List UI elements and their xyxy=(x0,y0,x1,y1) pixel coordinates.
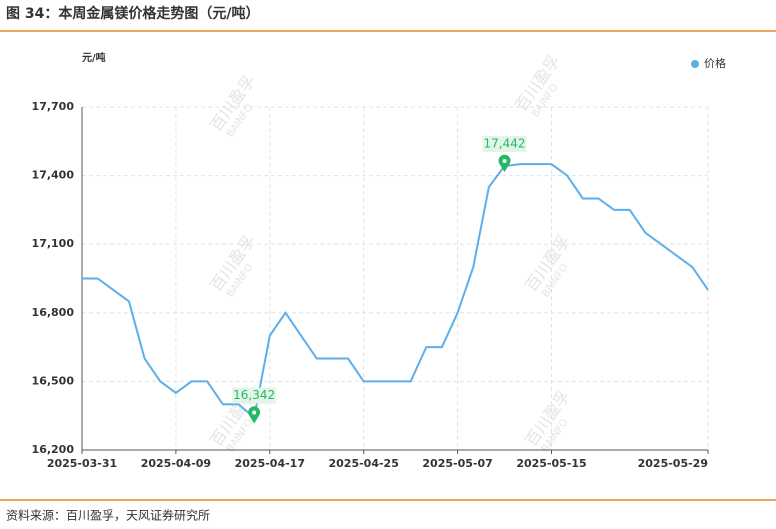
x-tick-label: 2025-05-29 xyxy=(638,457,708,470)
y-tick-label: 17,700 xyxy=(32,100,75,113)
data-label-bg xyxy=(232,387,277,404)
legend-label: 价格 xyxy=(704,56,726,70)
x-tick-label: 2025-04-09 xyxy=(141,457,211,470)
y-axis-label: 元/吨 xyxy=(82,51,106,64)
y-tick-label: 16,200 xyxy=(32,443,75,456)
x-tick-label: 2025-03-31 xyxy=(47,457,117,470)
pin-dot xyxy=(252,410,257,415)
legend-swatch xyxy=(691,60,699,68)
y-tick-label: 16,500 xyxy=(32,374,75,387)
data-label: 16,342 xyxy=(233,388,275,402)
pin-marker xyxy=(498,154,511,172)
data-line xyxy=(82,163,709,420)
x-tick-label: 2025-04-17 xyxy=(235,457,305,470)
y-tick-label: 17,100 xyxy=(32,237,75,250)
pin-dot xyxy=(502,158,507,163)
pin-marker xyxy=(248,406,261,424)
x-tick-label: 2025-05-15 xyxy=(516,457,586,470)
data-label: 17,442 xyxy=(484,136,526,150)
y-tick-label: 17,400 xyxy=(32,169,75,182)
source: 资料来源：百川盈孚，天风证券研究所 xyxy=(6,508,210,523)
data-label-bg xyxy=(482,135,527,152)
title: 图 34：本周金属镁价格走势图（元/吨） xyxy=(6,5,259,22)
y-tick-label: 16,800 xyxy=(32,306,75,319)
x-tick-label: 2025-04-25 xyxy=(329,457,399,470)
x-tick-label: 2025-05-07 xyxy=(422,457,492,470)
